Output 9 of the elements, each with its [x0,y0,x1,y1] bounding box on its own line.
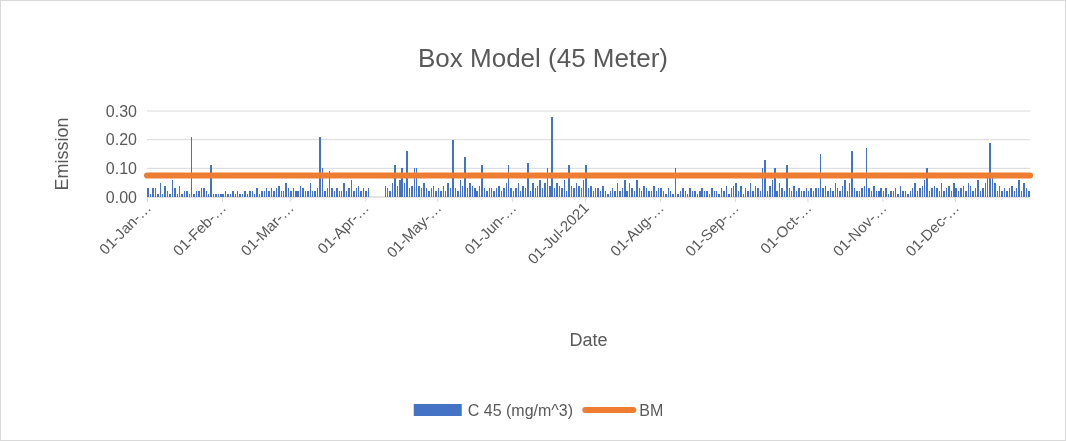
y-tick-label: 0.10 [105,159,138,177]
legend-label: C 45 (mg/m^3) [467,401,574,419]
y-tick-label: 0.20 [105,131,138,149]
legend-label: BM [639,401,664,419]
y-axis-title: Emission [52,117,72,191]
chart-title: Box Model (45 Meter) [418,43,668,73]
y-tick-label: 0.30 [105,102,138,120]
x-axis-title: Date [569,330,608,350]
y-tick-label: 0.00 [105,188,138,206]
